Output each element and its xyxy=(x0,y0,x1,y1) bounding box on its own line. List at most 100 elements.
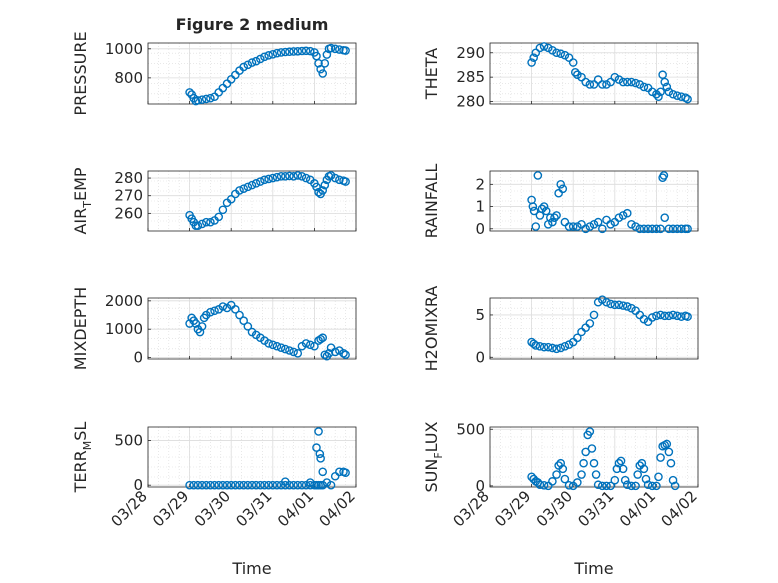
data-point xyxy=(581,77,590,87)
data-point xyxy=(206,93,215,103)
y-tick-label: 290 xyxy=(456,44,485,62)
data-point xyxy=(197,95,207,104)
data-point xyxy=(581,224,590,234)
data-point xyxy=(280,171,290,181)
data-point xyxy=(610,72,620,82)
data-point xyxy=(268,173,278,183)
data-point xyxy=(672,224,682,234)
data-point xyxy=(660,77,670,87)
data-point xyxy=(660,213,670,222)
data-point xyxy=(315,449,325,459)
axes-box xyxy=(147,426,357,488)
data-point xyxy=(683,312,692,321)
data-point xyxy=(573,222,582,231)
data-point xyxy=(541,206,551,216)
data-point xyxy=(683,94,692,104)
data-point xyxy=(598,481,607,491)
y-axis-title-subscript: T xyxy=(81,201,94,209)
data-point xyxy=(552,344,561,354)
data-point xyxy=(602,80,611,89)
y-tick-label: 0 xyxy=(475,220,485,238)
data-point xyxy=(656,310,665,320)
data-point xyxy=(531,222,541,231)
data-point xyxy=(231,305,240,314)
data-point xyxy=(276,171,286,181)
data-point xyxy=(341,468,350,477)
data-point xyxy=(627,481,636,491)
y-tick-label: 280 xyxy=(114,169,143,187)
y-tick-label: 285 xyxy=(456,68,485,86)
data-point xyxy=(218,480,228,490)
y-axis-title-main: RAINFALL xyxy=(422,164,441,239)
data-point xyxy=(548,46,557,55)
data-point xyxy=(330,44,340,54)
y-axis-title-main: AIR xyxy=(71,208,90,235)
data-point xyxy=(556,180,566,189)
data-point xyxy=(256,480,265,490)
data-point xyxy=(556,343,566,353)
y-tick-label: 2 xyxy=(475,175,485,193)
y-tick-label: 260 xyxy=(114,204,143,222)
y-tick-label: 500 xyxy=(456,420,485,438)
data-point xyxy=(585,319,595,328)
data-point xyxy=(251,56,261,66)
data-point xyxy=(326,480,336,490)
data-point xyxy=(666,458,676,468)
data-point xyxy=(533,171,543,180)
y-tick-label: 0 xyxy=(133,476,143,494)
subplot-4: 0 1 2 RAINFALL xyxy=(422,164,699,239)
data-point xyxy=(614,300,624,310)
data-point xyxy=(535,480,545,490)
data-point xyxy=(606,77,615,87)
data-point xyxy=(214,212,224,222)
data-point xyxy=(239,316,248,325)
x-axis-title-left: Time xyxy=(231,559,271,578)
data-point xyxy=(664,311,674,321)
data-point xyxy=(622,77,632,87)
data-point xyxy=(316,64,325,74)
data-point xyxy=(272,172,282,182)
data-point xyxy=(293,480,303,490)
data-point xyxy=(264,339,273,348)
y-tick-label: 280 xyxy=(456,93,485,111)
data-point xyxy=(639,464,649,474)
y-axis-title-main: MIXDEPTH xyxy=(71,287,90,370)
data-point xyxy=(564,481,574,490)
data-point xyxy=(293,171,303,180)
data-point xyxy=(539,202,549,211)
data-point xyxy=(543,342,553,352)
data-point xyxy=(529,206,539,216)
data-point xyxy=(335,467,344,477)
data-point xyxy=(318,333,328,343)
data-point xyxy=(564,222,574,231)
data-point xyxy=(537,204,547,214)
data-point xyxy=(314,59,323,68)
data-point xyxy=(326,43,336,53)
data-point xyxy=(662,82,672,92)
data-point xyxy=(618,464,628,474)
data-point xyxy=(548,477,557,486)
data-point xyxy=(214,480,224,490)
subplot-5: 0 1000 2000 MIXDEPTH xyxy=(71,287,357,370)
data-point xyxy=(189,480,199,490)
data-point xyxy=(589,220,599,229)
data-point xyxy=(318,69,328,78)
data-point xyxy=(260,480,269,490)
data-point xyxy=(243,60,253,70)
data-point xyxy=(631,222,640,231)
data-point xyxy=(602,297,611,307)
data-point xyxy=(602,481,611,491)
data-point xyxy=(552,211,561,220)
data-point xyxy=(193,96,203,105)
data-point xyxy=(672,311,682,321)
data-point xyxy=(633,470,642,479)
data-point xyxy=(256,54,265,64)
data-point xyxy=(314,187,323,197)
data-point xyxy=(589,80,599,89)
data-point xyxy=(206,480,215,490)
y-axis-title: MIXDEPTH xyxy=(71,287,90,370)
data-point xyxy=(341,46,350,55)
data-point xyxy=(251,179,261,188)
data-point xyxy=(535,341,545,351)
